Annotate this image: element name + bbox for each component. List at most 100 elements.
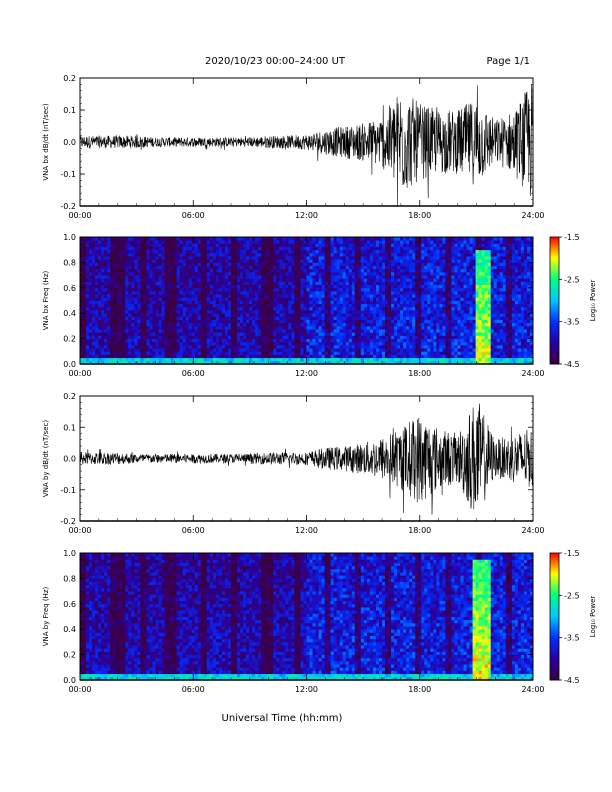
spectrogram-cell <box>409 287 413 292</box>
spectrogram-cell <box>288 284 292 289</box>
spectrogram-cell <box>424 271 428 276</box>
spectrogram-cell <box>372 281 377 286</box>
spectrogram-cell <box>215 332 220 336</box>
spectrogram-cell <box>366 259 371 263</box>
spectrogram-cell <box>297 297 301 301</box>
spectrogram-cell <box>282 329 286 333</box>
spectrogram-cell <box>122 275 126 279</box>
spectrogram-cell <box>415 329 419 333</box>
spectrogram-cell <box>306 329 310 333</box>
spectrogram-cell <box>318 249 322 254</box>
spectrogram-cell <box>258 325 262 330</box>
spectrogram-cell <box>388 316 392 320</box>
spectrogram-cell <box>397 344 401 349</box>
spectrogram-cell <box>101 297 105 301</box>
spectrogram-cell <box>345 290 350 295</box>
spectrogram-cell <box>101 252 105 257</box>
spectrogram-cell <box>83 332 87 336</box>
spectrogram-cell <box>80 290 84 295</box>
spectrogram-cell <box>300 278 304 282</box>
spectrogram-cell <box>306 284 310 289</box>
spectrogram-cell <box>418 246 422 251</box>
panels-group: -0.2-0.10.00.10.200:00 06:00 12:00 18:00 24:… <box>42 74 597 694</box>
spectrogram-cell <box>98 265 102 270</box>
spectrogram-cell <box>104 332 108 336</box>
spectrogram-cell <box>203 344 208 349</box>
spectrogram-cell <box>424 351 428 355</box>
spectrogram-cell <box>433 262 437 266</box>
spectrogram-cell <box>306 256 310 260</box>
spectrogram-cell <box>188 310 193 314</box>
spectrogram-cell <box>445 287 449 292</box>
spectrogram-cell <box>433 316 437 320</box>
spectrogram-cell <box>421 240 425 244</box>
spectrogram-cell <box>418 310 422 314</box>
spectrogram-cell <box>412 256 416 260</box>
spectrogram-cell <box>258 240 262 244</box>
spectrogram-cell <box>400 351 404 355</box>
spectrogram-cell <box>86 284 90 289</box>
spectrogram-cell <box>327 310 332 314</box>
spectrogram-cell <box>321 300 326 305</box>
spectrogram-cell <box>258 268 262 273</box>
spectrogram-cell <box>237 357 241 362</box>
spectrogram-cell <box>300 252 304 257</box>
spectrogram-cell <box>140 338 144 343</box>
spectrogram-cell <box>321 243 326 247</box>
spectrogram-cell <box>321 354 326 359</box>
spectrogram-cell <box>255 313 259 317</box>
spectrogram-cell <box>339 348 344 352</box>
spectrogram-cell <box>203 271 208 276</box>
spectrogram-cell <box>146 351 150 355</box>
spectrogram-cell <box>89 237 93 241</box>
spectrogram-cell <box>116 357 120 362</box>
spectrogram-cell <box>400 262 404 266</box>
spectrogram-cell <box>363 290 368 295</box>
spectrogram-cell <box>249 246 253 251</box>
spectrogram-cell <box>415 325 419 330</box>
spectrogram-cell <box>439 332 443 336</box>
spectrogram-cell <box>264 281 268 286</box>
spectrogram-cell <box>306 357 310 362</box>
spectrogram-cell <box>231 271 235 276</box>
spectrogram-cell <box>261 303 265 308</box>
spectrogram-cell <box>167 338 171 343</box>
spectrogram-cell <box>394 284 398 289</box>
spectrogram-cell <box>400 252 404 257</box>
spectrogram-cell <box>318 243 322 247</box>
spectrogram-cell <box>252 287 256 292</box>
spectrogram-cell <box>279 237 283 241</box>
spectrogram-cell <box>128 290 132 295</box>
spectrogram-cell <box>197 344 202 349</box>
spectrogram-cell <box>212 335 217 339</box>
spectrogram-cell <box>119 275 123 279</box>
spectrogram-cell <box>80 310 84 314</box>
spectrogram-cell <box>149 325 153 330</box>
spectrogram-cell <box>261 294 265 298</box>
spectrogram-cell <box>203 237 208 241</box>
spectrogram-cell <box>418 313 422 317</box>
spectrogram-cell <box>209 243 214 247</box>
spectrogram-cell <box>113 259 117 263</box>
spectrogram-cell <box>110 306 114 311</box>
spectrogram-cell <box>430 265 434 270</box>
spectrogram-cell <box>113 252 117 257</box>
spectrogram-cell <box>400 329 404 333</box>
spectrogram-cell <box>83 338 87 343</box>
spectrogram-cell <box>200 310 205 314</box>
spectrogram-cell <box>439 271 443 276</box>
spectrogram-cell <box>279 310 283 314</box>
spectrogram-cell <box>83 335 87 339</box>
spectrogram-cell <box>203 278 208 282</box>
spectrogram-cell <box>176 290 181 295</box>
spectrogram-cell <box>409 294 413 298</box>
spectrogram-cell <box>345 322 350 327</box>
spectrogram-cell <box>206 310 211 314</box>
spectrogram-cell <box>300 313 304 317</box>
spectrogram-cell <box>167 281 171 286</box>
spectrogram-cell <box>421 271 425 276</box>
spectrogram-cell <box>351 256 356 260</box>
spectrogram-cell <box>110 252 114 257</box>
spectrogram-cell <box>83 294 87 298</box>
spectrogram-cell <box>116 335 120 339</box>
